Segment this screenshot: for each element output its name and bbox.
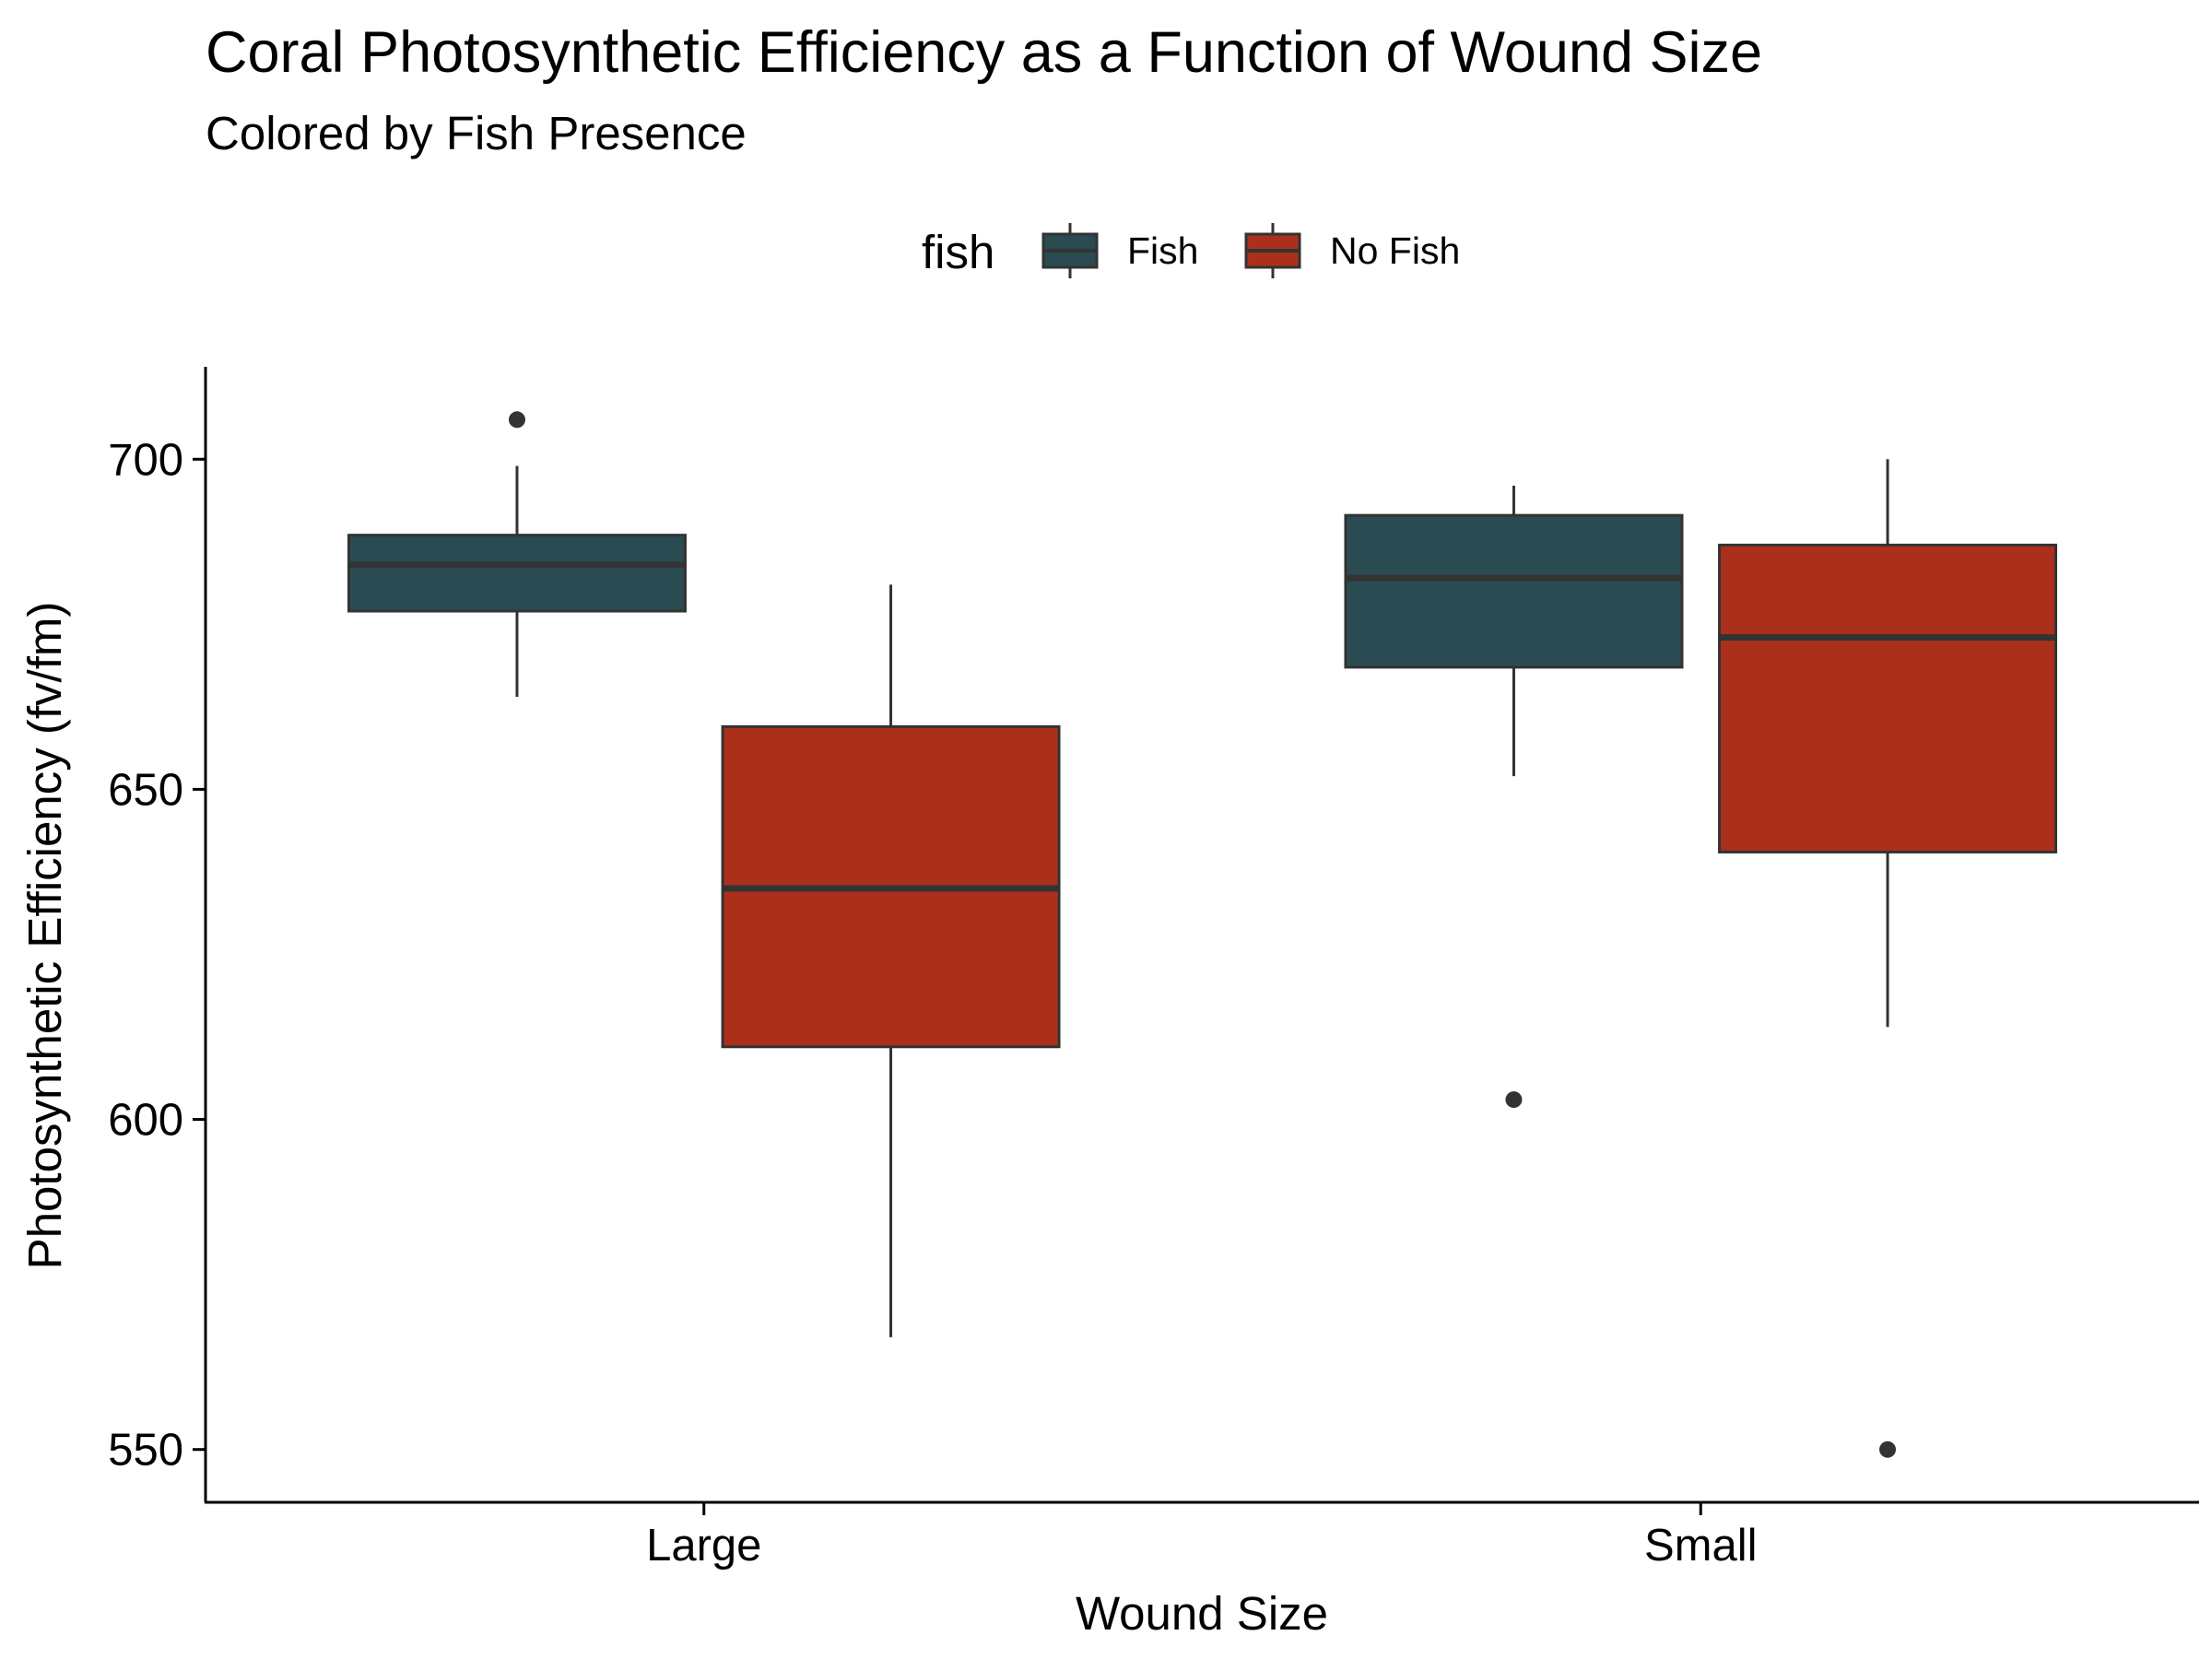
x-tick-label-small: Small bbox=[1644, 1521, 1758, 1571]
box-fish-large bbox=[347, 411, 687, 698]
x-axis-ticks: Large Small bbox=[646, 1502, 1758, 1571]
box-no-fish-small-iqr bbox=[1718, 543, 2058, 853]
plot-area bbox=[347, 411, 2058, 1458]
chart-subtitle: Colored by Fish Presence bbox=[206, 107, 747, 159]
legend-title: fish bbox=[922, 226, 994, 278]
y-axis-ticks: 550 600 650 700 bbox=[108, 435, 206, 1476]
x-tick-label-large: Large bbox=[646, 1521, 761, 1571]
x-axis-label: Wound Size bbox=[1076, 1587, 1328, 1640]
box-no-fish-large bbox=[721, 584, 1061, 1337]
chart-title: Coral Photosynthetic Efficiency as a Fun… bbox=[206, 20, 1762, 85]
y-tick-label-550: 550 bbox=[108, 1426, 183, 1476]
y-tick-label-650: 650 bbox=[108, 765, 183, 815]
box-fish-large-iqr bbox=[347, 534, 687, 613]
box-no-fish-small-outlier-0 bbox=[1879, 1441, 1897, 1458]
box-fish-small bbox=[1344, 485, 1684, 1109]
legend-keys: Fish No Fish bbox=[1041, 223, 1460, 278]
box-fish-small-outlier-0 bbox=[1505, 1091, 1523, 1109]
y-tick-label-700: 700 bbox=[108, 435, 183, 485]
legend-label-no-fish: No Fish bbox=[1330, 229, 1460, 272]
legend-key-no-fish: No Fish bbox=[1244, 223, 1460, 278]
box-no-fish-small bbox=[1718, 459, 2058, 1458]
legend-key-fish: Fish bbox=[1041, 223, 1198, 278]
box-fish-small-iqr bbox=[1344, 513, 1684, 669]
box-fish-large-outlier-0 bbox=[508, 411, 525, 429]
legend-label-fish: Fish bbox=[1127, 229, 1198, 272]
y-axis-label: Photosynthetic Efficiency (fv/fm) bbox=[18, 602, 71, 1270]
legend: fish Fish No Fish bbox=[922, 223, 1460, 278]
y-tick-label-600: 600 bbox=[108, 1096, 183, 1146]
